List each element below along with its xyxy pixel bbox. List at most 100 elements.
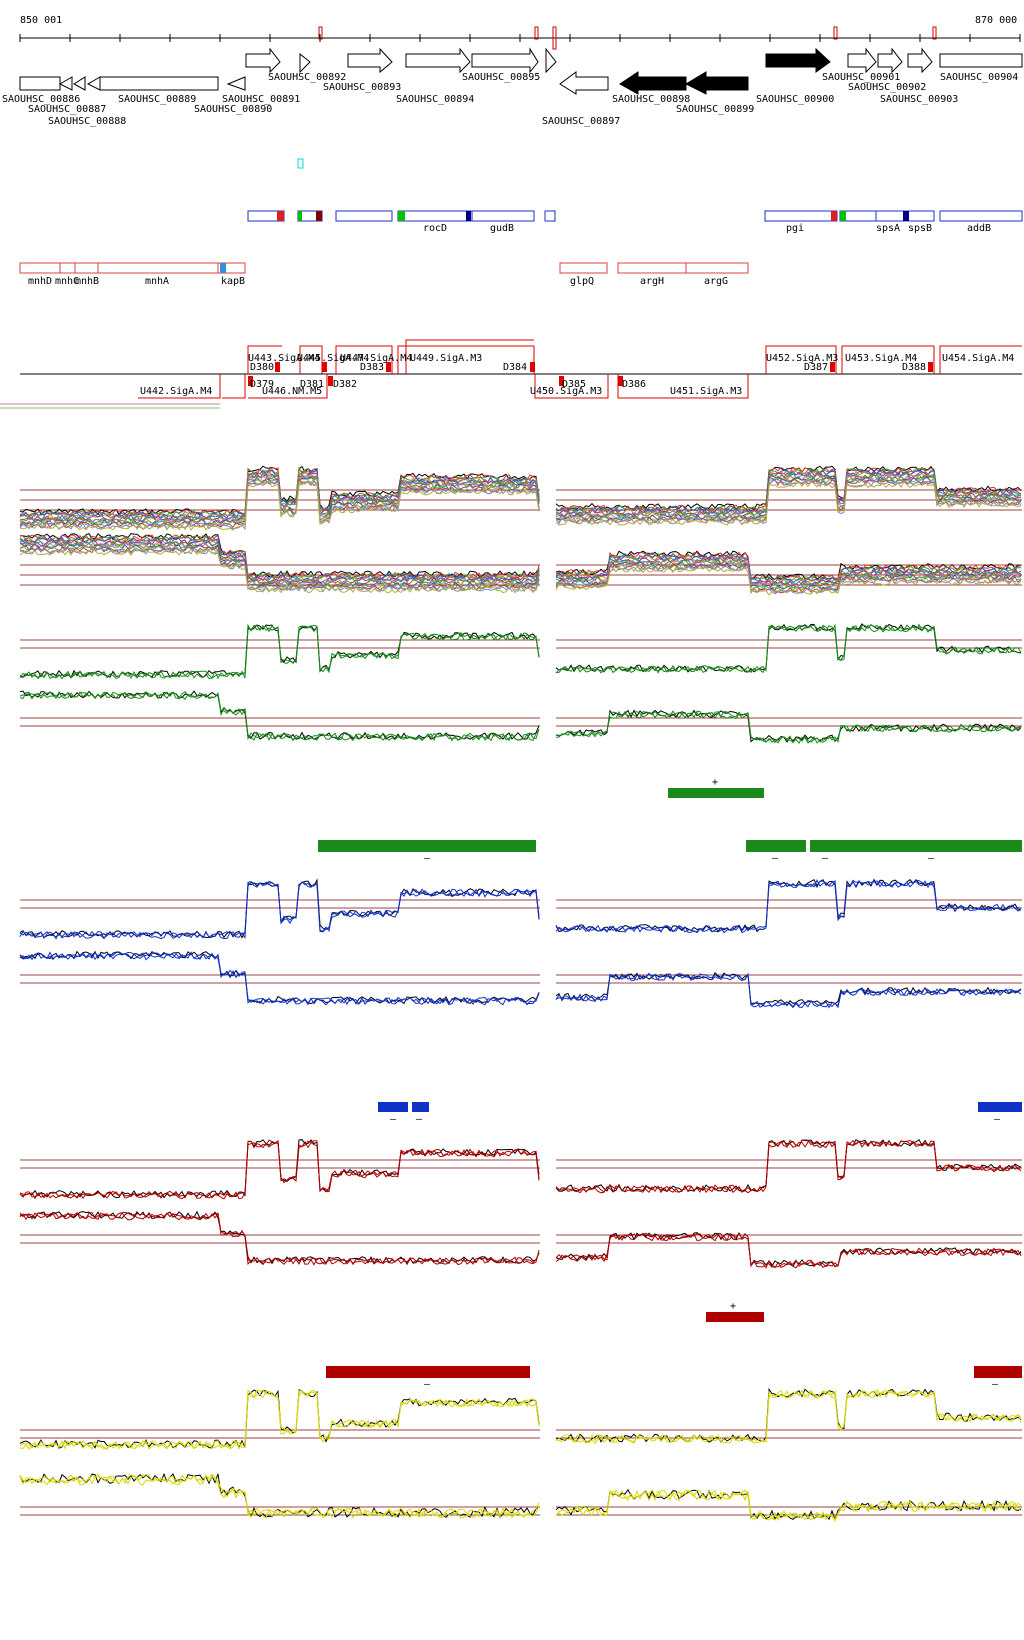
downshift-label[interactable]: D381 [300,379,324,390]
blue-down-bar[interactable] [978,1102,1022,1112]
downshift-label[interactable]: D380 [250,362,274,373]
gene-arrow[interactable] [877,47,903,74]
red-down-bar[interactable] [326,1366,530,1378]
gene-label[interactable]: SAOUHSC_00900 [756,94,834,105]
tu-label[interactable]: U450.SigA.M3 [530,386,602,397]
annotation-box[interactable] [335,210,393,222]
gene-label[interactable]: SAOUHSC_00901 [822,72,900,83]
blue-gene-label[interactable]: spsB [908,223,932,234]
gene-label[interactable]: SAOUHSC_00890 [194,104,272,115]
tu-bracket[interactable] [138,374,221,399]
red-gene-label[interactable]: argG [704,276,728,287]
blue-down-bar[interactable] [412,1102,429,1112]
gene-arrow[interactable] [347,47,393,74]
green-down-bar[interactable] [746,840,806,852]
red-gene-label[interactable]: mnhA [145,276,169,287]
tu-label[interactable]: U442.SigA.M4 [140,386,212,397]
gene-label[interactable]: SAOUHSC_00895 [462,72,540,83]
gene-arrow[interactable] [847,47,877,74]
gene-label[interactable]: SAOUHSC_00898 [612,94,690,105]
annotation-box[interactable] [544,210,556,222]
tu-label[interactable]: U453.SigA.M4 [845,353,917,364]
gene-arrow[interactable] [73,76,86,91]
tu-label[interactable]: U454.SigA.M4 [942,353,1014,364]
gene-arrow[interactable] [58,76,73,91]
tu-label[interactable]: U445.SigA.M4 [297,353,369,364]
gene-arrow[interactable] [19,76,61,91]
annotation-box[interactable] [939,210,1023,222]
tu-bracket[interactable] [247,345,282,374]
red-gene-label[interactable]: mnhB [75,276,99,287]
gene-label[interactable]: SAOUHSC_00891 [222,94,300,105]
downshift-label[interactable]: D384 [503,362,527,373]
green-up-bar[interactable] [668,788,764,798]
annotation-box[interactable] [19,262,246,274]
gene-arrow[interactable] [619,71,687,95]
gene-label[interactable]: SAOUHSC_00903 [880,94,958,105]
tu-bracket[interactable] [765,345,837,374]
gene-arrow[interactable] [405,47,471,74]
tu-bracket[interactable] [222,374,246,399]
red-up-bar[interactable] [706,1312,764,1322]
red-down-bar[interactable] [974,1366,1022,1378]
tu-bracket[interactable] [397,345,535,374]
gene-arrow[interactable] [545,47,557,74]
annotation-box[interactable] [764,210,838,222]
tu-bracket[interactable] [841,345,935,374]
gene-arrow[interactable] [299,52,311,74]
gene-label[interactable]: SAOUHSC_00887 [28,104,106,115]
gene-label[interactable]: SAOUHSC_00902 [848,82,926,93]
green-down-bar[interactable] [810,840,1022,852]
downshift-label[interactable]: D379 [250,379,274,390]
downshift-label[interactable]: D388 [902,362,926,373]
gene-arrow[interactable] [765,47,831,73]
green-down-bar[interactable] [318,840,536,852]
downshift-label[interactable]: D387 [804,362,828,373]
blue-down-bar[interactable] [378,1102,408,1112]
gene-label[interactable]: SAOUHSC_00894 [396,94,474,105]
red-gene-label[interactable]: glpQ [570,276,594,287]
gene-label[interactable]: SAOUHSC_00889 [118,94,196,105]
gene-label[interactable]: SAOUHSC_00899 [676,104,754,115]
blue-gene-label[interactable]: pgi [786,223,804,234]
gene-label[interactable]: SAOUHSC_00904 [940,72,1018,83]
tu-bracket[interactable] [534,374,609,399]
gene-label[interactable]: SAOUHSC_00886 [2,94,80,105]
red-gene-label[interactable]: argH [640,276,664,287]
red-gene-label[interactable]: mnhD [28,276,52,287]
downshift-label[interactable]: D385 [562,379,586,390]
tu-label[interactable]: U447.SigA.M4 [340,353,412,364]
gene-arrow[interactable] [86,76,101,91]
tu-label[interactable]: U446.NM.M5 [262,386,322,397]
gene-arrow[interactable] [684,71,749,95]
downshift-label[interactable]: D386 [622,379,646,390]
tu-label[interactable]: U443.SigA.M4 [248,353,320,364]
gene-label[interactable]: SAOUHSC_00892 [268,72,346,83]
red-gene-label[interactable]: kapB [221,276,245,287]
blue-gene-label[interactable]: addB [967,223,991,234]
gene-arrow[interactable] [907,47,933,74]
gene-arrow[interactable] [226,76,246,91]
gene-arrow[interactable] [559,71,609,95]
blue-gene-label[interactable]: gudB [490,223,514,234]
tu-label[interactable]: U452.SigA.M3 [766,353,838,364]
blue-gene-label[interactable]: spsA [876,223,900,234]
gene-arrow[interactable] [939,53,1023,68]
annotation-box[interactable] [617,262,749,274]
tu-bracket[interactable] [335,345,393,374]
annotation-box[interactable] [559,262,608,274]
tu-bracket[interactable] [939,345,1022,374]
tu-bracket[interactable] [299,345,323,374]
gene-label[interactable]: SAOUHSC_00893 [323,82,401,93]
gene-label[interactable]: SAOUHSC_00897 [542,116,620,127]
gene-arrow[interactable] [99,76,219,91]
tu-label[interactable]: U449.SigA.M3 [410,353,482,364]
downshift-label[interactable]: D383 [360,362,384,373]
annotation-box[interactable] [839,210,935,222]
blue-gene-label[interactable]: rocD [423,223,447,234]
red-gene-label[interactable]: mnhC [55,276,79,287]
tu-label[interactable]: U451.SigA.M3 [670,386,742,397]
downshift-label[interactable]: D382 [333,379,357,390]
gene-arrow[interactable] [471,47,539,74]
tu-bracket[interactable] [248,374,328,399]
